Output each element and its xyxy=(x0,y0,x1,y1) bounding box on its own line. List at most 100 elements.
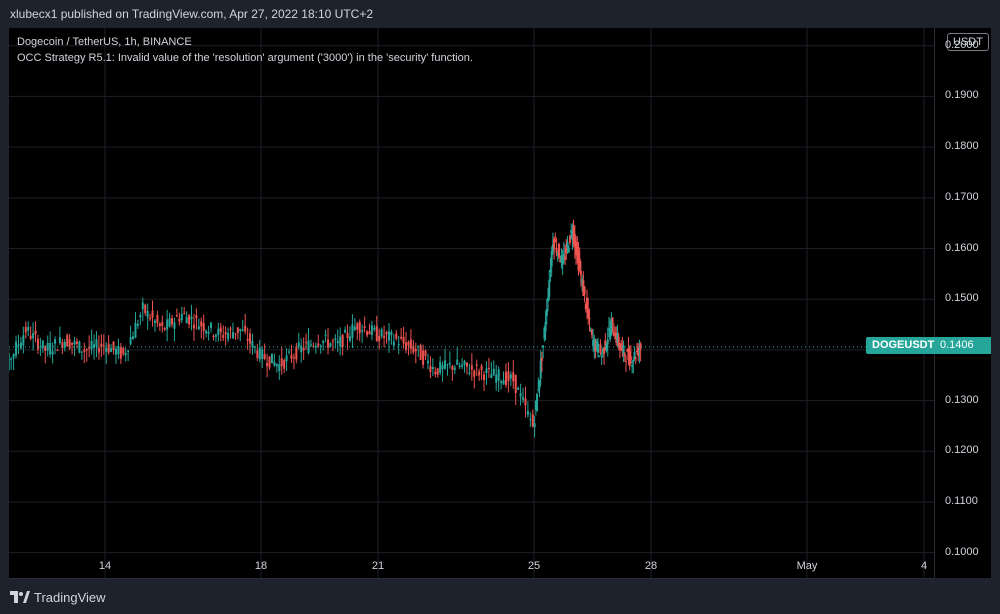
candle-body xyxy=(448,362,451,365)
candle-body xyxy=(58,337,61,343)
candle-body xyxy=(29,335,32,339)
candle-body xyxy=(224,332,227,335)
price-tick-label: 0.1000 xyxy=(945,545,979,558)
candle-body xyxy=(195,315,198,319)
price-tick-label: 0.2000 xyxy=(945,38,979,51)
candle-body xyxy=(166,319,169,330)
publisher-text: xlubecx1 published on TradingView.com, A… xyxy=(10,7,374,21)
candle-body xyxy=(536,394,539,411)
candle-body xyxy=(593,338,596,349)
candle-body xyxy=(638,350,641,352)
candle-body xyxy=(378,335,381,342)
candle-body xyxy=(509,374,512,379)
candle-body xyxy=(584,303,587,310)
candle-body xyxy=(553,238,556,249)
price-tick-label: 0.1800 xyxy=(945,140,979,153)
candle-body xyxy=(615,332,618,343)
candle-body xyxy=(348,336,351,341)
candle-body xyxy=(134,322,137,338)
candle-body xyxy=(617,336,620,347)
currency-button[interactable]: USDT xyxy=(947,33,989,51)
footer-brand[interactable]: TradingView xyxy=(34,590,106,605)
candle-body xyxy=(588,318,591,320)
candle-body xyxy=(607,328,610,330)
candle-body xyxy=(405,342,408,350)
candle-body xyxy=(51,351,54,355)
candle-body xyxy=(63,341,66,348)
candle-body xyxy=(285,355,288,362)
candle-body xyxy=(9,353,10,371)
candle-body xyxy=(587,309,590,318)
candle-body xyxy=(124,353,127,356)
candle-body xyxy=(54,339,57,344)
candle-body xyxy=(483,374,486,381)
candle-body xyxy=(565,248,568,254)
candle-body xyxy=(22,335,25,346)
candle-body xyxy=(579,270,582,275)
indicator-error-legend[interactable]: OCC Strategy R5.1: Invalid value of the … xyxy=(17,52,473,64)
candle-body xyxy=(465,362,468,367)
candle-body xyxy=(626,349,629,352)
candle-body xyxy=(480,365,483,371)
candle-body xyxy=(590,329,593,335)
price-tick-label: 0.1100 xyxy=(945,494,978,507)
candle-body xyxy=(609,328,612,340)
price-tick-label: 0.1500 xyxy=(945,292,979,305)
candle-body xyxy=(36,338,39,350)
price-tick-label: 0.1300 xyxy=(945,393,979,406)
candle-body xyxy=(463,360,466,365)
candle-body xyxy=(605,344,608,351)
candle-body xyxy=(49,342,52,355)
tradingview-logo-icon[interactable] xyxy=(10,590,30,604)
candle-body xyxy=(336,340,339,344)
candle-body xyxy=(614,338,617,340)
candle-body xyxy=(519,393,522,397)
candle-body xyxy=(578,258,581,270)
price-chart[interactable] xyxy=(9,28,934,578)
candle-body xyxy=(146,310,149,318)
candle-body xyxy=(212,335,215,337)
candle-body xyxy=(356,323,359,330)
candle-body xyxy=(297,342,300,347)
candle-body xyxy=(637,347,640,356)
candle-body xyxy=(548,280,551,298)
candle-body xyxy=(251,340,254,348)
symbol-legend[interactable]: Dogecoin / TetherUS, 1h, BINANCE xyxy=(17,36,192,48)
candle-body xyxy=(604,340,607,349)
candle-body xyxy=(68,339,71,349)
candle-body xyxy=(429,365,432,372)
candle-body xyxy=(178,318,181,322)
candle-body xyxy=(621,344,624,349)
candle-body xyxy=(41,340,44,349)
candle-body xyxy=(559,260,562,263)
candle-body xyxy=(339,336,342,347)
candle-body xyxy=(557,243,560,258)
candle-body xyxy=(114,348,117,355)
candle-body xyxy=(19,342,22,349)
candle-body xyxy=(436,368,439,375)
candle-body xyxy=(278,364,281,371)
candle-body xyxy=(246,338,249,341)
candle-body xyxy=(110,348,113,352)
candle-body xyxy=(324,334,327,336)
candle-body xyxy=(229,328,232,330)
time-tick-label: 4 xyxy=(920,560,928,572)
candle-body xyxy=(263,354,266,360)
candle-body xyxy=(334,338,337,341)
candle-body xyxy=(370,325,373,336)
candle-body xyxy=(351,324,354,338)
candle-body xyxy=(288,351,291,353)
candle-body xyxy=(485,368,488,374)
candle-body xyxy=(412,345,415,353)
candle-body xyxy=(537,389,540,391)
candle-body xyxy=(599,343,602,353)
candle-body xyxy=(592,339,595,347)
candle-body xyxy=(88,346,91,349)
candle-body xyxy=(502,380,505,385)
candle-body xyxy=(582,280,585,296)
candle-body xyxy=(623,353,626,357)
candle-body xyxy=(603,347,606,354)
candle-body xyxy=(290,354,293,359)
candle-body xyxy=(422,350,425,365)
candle-body xyxy=(283,360,286,369)
